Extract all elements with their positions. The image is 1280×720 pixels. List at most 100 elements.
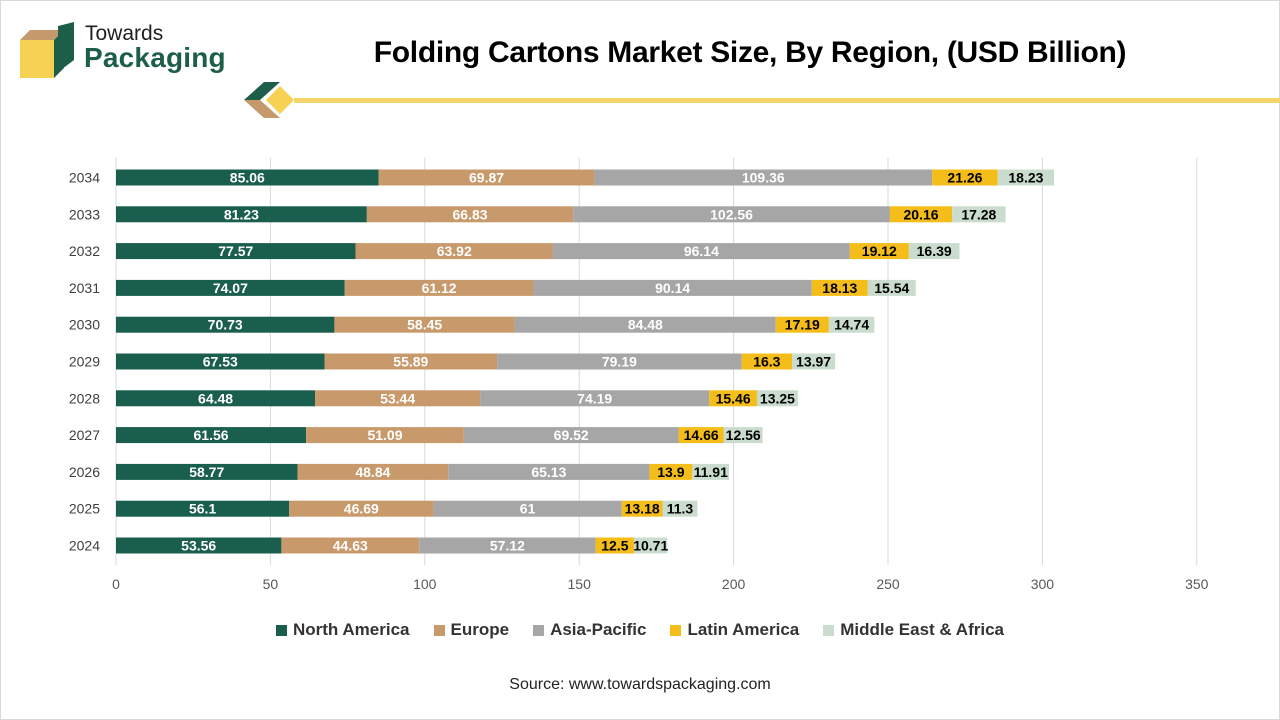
bar-segment — [281, 537, 420, 554]
y-category-label: 2025 — [69, 501, 100, 517]
data-label: 51.09 — [367, 427, 402, 443]
data-label: 65.13 — [531, 464, 566, 480]
data-label: 84.48 — [628, 317, 663, 333]
data-label: 12.5 — [601, 538, 628, 554]
y-category-label: 2028 — [69, 390, 100, 406]
bar-segment — [791, 353, 836, 370]
bar-segment — [594, 169, 933, 186]
data-label: 66.83 — [453, 206, 488, 222]
data-label: 11.91 — [694, 464, 728, 480]
data-label: 14.74 — [834, 317, 869, 333]
data-label: 44.63 — [333, 538, 368, 554]
y-category-label: 2030 — [69, 317, 100, 333]
data-label: 57.12 — [490, 538, 525, 554]
data-label: 96.14 — [684, 243, 719, 259]
data-label: 63.92 — [437, 243, 472, 259]
data-label: 17.28 — [961, 206, 996, 222]
data-label: 13.25 — [760, 390, 795, 406]
data-label: 55.89 — [393, 354, 428, 370]
bar-segment — [116, 243, 356, 260]
legend-item: Middle East & Africa — [823, 620, 1004, 640]
data-label: 18.23 — [1008, 170, 1043, 186]
bar-segment — [116, 463, 298, 480]
legend-item: Europe — [433, 620, 510, 640]
data-label: 17.19 — [785, 317, 820, 333]
data-label: 109.36 — [742, 170, 785, 186]
bar-segment — [116, 169, 379, 186]
bar-segment — [889, 206, 953, 223]
bar-segment — [433, 500, 622, 517]
data-label: 15.54 — [874, 280, 909, 296]
legend-item: North America — [275, 620, 410, 640]
x-tick-label: 250 — [876, 576, 900, 592]
source-note: Source: www.towardspackaging.com — [509, 676, 771, 693]
data-label: 74.19 — [577, 390, 612, 406]
x-tick-label: 50 — [263, 576, 279, 592]
data-label: 56.1 — [189, 501, 216, 517]
legend-item: Latin America — [670, 620, 799, 640]
bar-segment — [867, 279, 916, 296]
title-underline-decoration — [244, 82, 1280, 118]
data-label: 16.39 — [917, 243, 952, 259]
bar-segment — [678, 427, 724, 444]
data-label: 48.84 — [355, 464, 390, 480]
chart-title: Folding Cartons Market Size, By Region, … — [373, 36, 1127, 69]
data-label: 14.66 — [684, 427, 719, 443]
bar-segment — [952, 206, 1006, 223]
bar-segment — [775, 316, 829, 333]
bar-segment — [116, 390, 316, 407]
bar-segment — [932, 169, 998, 186]
y-category-label: 2027 — [69, 427, 100, 443]
bar-segment — [366, 206, 574, 223]
chart-legend: North America Europe Asia-Pacific Latin Ame… — [0, 620, 1280, 640]
data-label: 69.87 — [469, 170, 504, 186]
bar-segment — [289, 500, 434, 517]
x-tick-label: 0 — [112, 576, 120, 592]
data-label: 21.26 — [947, 170, 982, 186]
bar-segment — [634, 537, 668, 554]
bar-segment — [533, 279, 812, 296]
x-tick-label: 150 — [568, 576, 592, 592]
legend-label: Europe — [450, 620, 510, 639]
legend-label: Asia-Pacific — [550, 620, 647, 639]
data-label: 53.56 — [181, 538, 216, 554]
bar-segment — [116, 537, 282, 554]
bar-segment — [997, 169, 1055, 186]
bar-segment — [116, 316, 335, 333]
legend-swatch — [533, 624, 545, 636]
data-label: 74.07 — [213, 280, 248, 296]
y-category-label: 2032 — [69, 243, 100, 259]
data-label: 90.14 — [655, 280, 690, 296]
bar-segment — [378, 169, 595, 186]
bar-segment — [662, 500, 698, 517]
y-category-label: 2033 — [69, 206, 100, 222]
bar-segment — [116, 427, 307, 444]
brand-logo: Towards Packaging — [18, 22, 258, 82]
legend-label: Latin America — [687, 620, 800, 639]
data-label: 69.52 — [554, 427, 589, 443]
stacked-bar-chart: 0 50 100 150 200 250 300 350 2024 53.56 44.63 57.12… — [69, 158, 1209, 592]
bar-segment — [116, 279, 345, 296]
data-label: 18.13 — [822, 280, 857, 296]
bar-segment — [324, 353, 498, 370]
box-logo-icon — [20, 22, 74, 78]
legend-label: North America — [292, 620, 410, 639]
x-tick-label: 300 — [1031, 576, 1055, 592]
bar-segment — [723, 427, 763, 444]
data-label: 13.9 — [657, 464, 684, 480]
legend-swatch — [433, 624, 445, 636]
bar-segment — [692, 463, 730, 480]
data-label: 102.56 — [710, 206, 753, 222]
bar-segment — [419, 537, 596, 554]
bar-segment — [480, 390, 710, 407]
data-label: 85.06 — [230, 170, 265, 186]
data-label: 58.45 — [407, 317, 442, 333]
data-label: 61 — [520, 501, 536, 517]
bar-segment — [649, 463, 693, 480]
bar-segment — [297, 463, 449, 480]
y-category-label: 2034 — [69, 170, 100, 186]
y-category-label: 2031 — [69, 280, 100, 296]
data-label: 64.48 — [198, 390, 233, 406]
data-label: 11.3 — [667, 501, 694, 517]
bar-segment — [315, 390, 481, 407]
